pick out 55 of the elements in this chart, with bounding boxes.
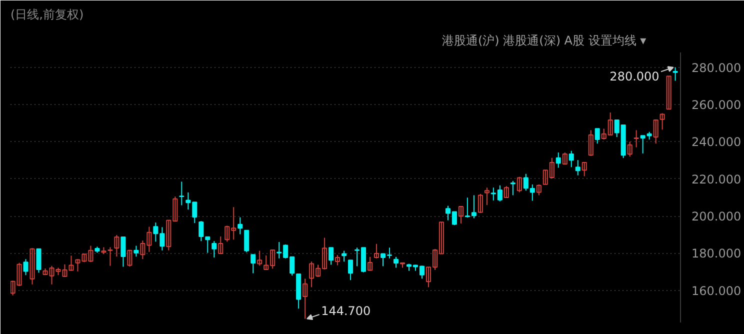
candlestick (484, 187, 490, 206)
candlestick (328, 247, 334, 266)
candlestick (368, 256, 373, 272)
y-tick-label: 260.000 (692, 98, 742, 112)
candlestick (594, 128, 600, 144)
candlestick (653, 118, 658, 144)
candlestick (666, 76, 672, 110)
candlestick (342, 250, 347, 262)
candlestick (257, 250, 262, 266)
y-tick-label: 280.000 (692, 60, 742, 75)
candlestick (575, 160, 580, 176)
candlestick (23, 258, 28, 276)
candlestick (250, 254, 256, 274)
candlestick (238, 216, 243, 235)
candlestick (634, 130, 639, 148)
candlestick (588, 130, 594, 157)
candlestick (516, 176, 522, 193)
annotation: 280.000 (610, 69, 660, 84)
text: 港股通(沪) 港股通(深) A股 设置均线 ▾ (442, 34, 646, 48)
candlestick (627, 141, 632, 158)
candlestick (120, 236, 126, 268)
candlestick (127, 249, 132, 268)
candlestick (458, 205, 464, 224)
candlestick (302, 278, 308, 320)
candlestick (218, 236, 224, 255)
annotation: 144.700 (321, 304, 371, 318)
candlestick (582, 162, 587, 177)
y-tick-label: 240.000 (692, 135, 742, 150)
candlestick (556, 152, 561, 168)
candlestick (464, 197, 470, 218)
y-tick-label: 180.000 (692, 246, 742, 261)
candlestick (568, 150, 574, 168)
candlestick (212, 240, 217, 258)
candlestick (562, 152, 568, 166)
candlestick (134, 245, 139, 258)
candlestick (335, 254, 340, 266)
candlestick (672, 66, 678, 82)
y-tick-label: 160.000 (692, 284, 742, 298)
candlestick (374, 243, 380, 259)
candlestick (660, 112, 665, 130)
candlestick (244, 230, 250, 253)
candlestick (30, 248, 35, 285)
candlestick (36, 248, 42, 274)
candlestick (471, 194, 476, 219)
candlestick (179, 181, 184, 206)
candlestick (504, 186, 509, 198)
y-tick-label: 200.000 (692, 210, 742, 224)
candlestick (393, 256, 399, 268)
candlestick (536, 184, 542, 196)
candlestick (510, 180, 516, 196)
candlestick (348, 260, 354, 281)
candlestick (478, 193, 483, 214)
y-tick-label: 220.000 (692, 172, 742, 186)
chart-subtitle: (日线,前复权) (10, 8, 84, 22)
candlestick (114, 234, 120, 258)
